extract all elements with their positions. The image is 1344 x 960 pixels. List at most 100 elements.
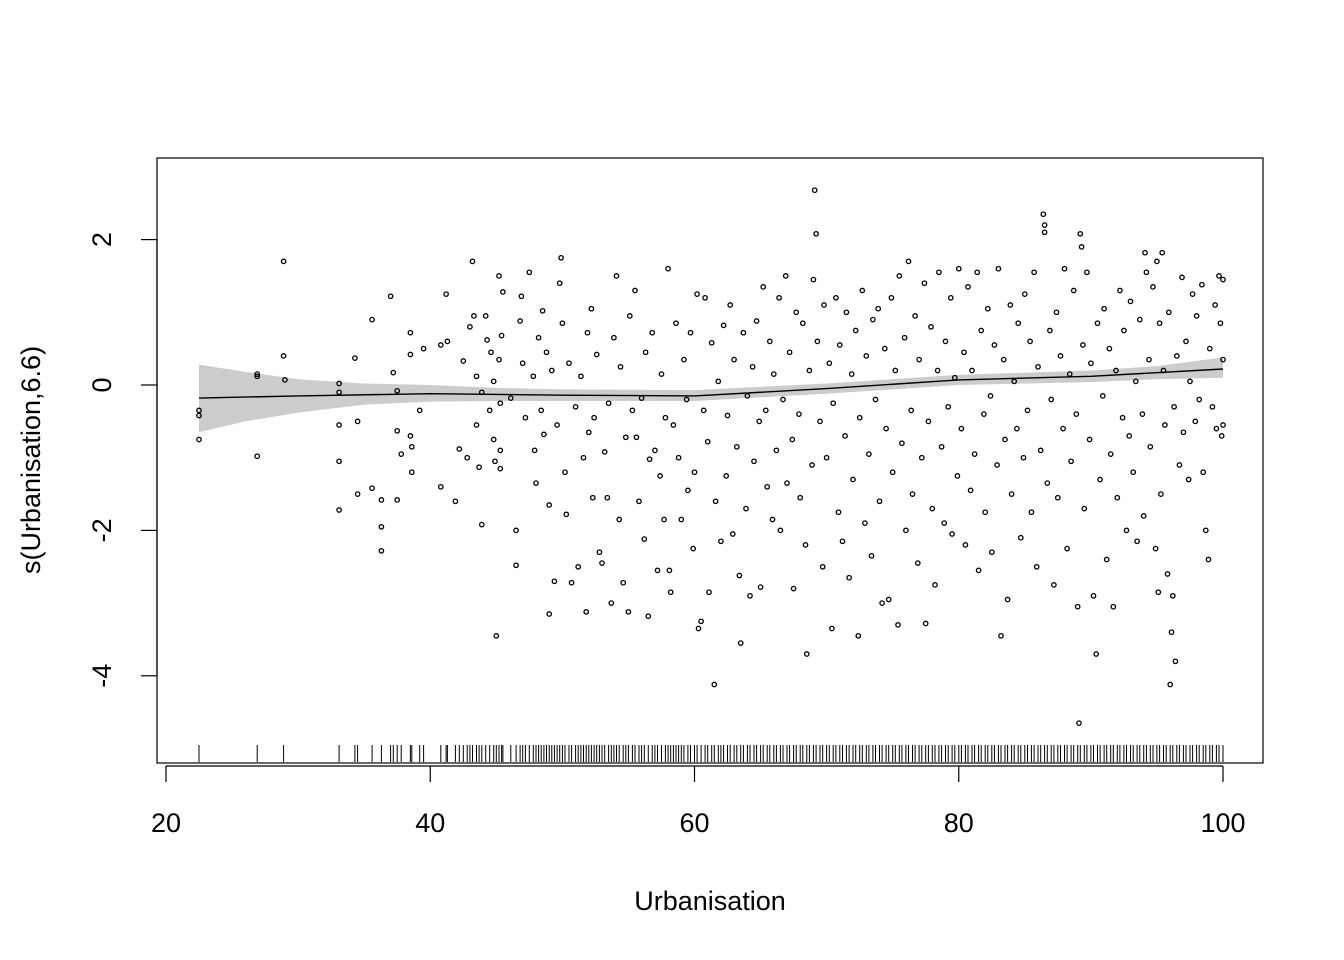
data-point: [1107, 451, 1114, 457]
data-point: [777, 527, 784, 534]
data-point: [723, 473, 730, 479]
data-point: [914, 560, 921, 566]
data-point: [720, 322, 727, 329]
x-tick-label: 60: [679, 808, 709, 838]
data-point: [583, 608, 590, 615]
data-point: [387, 293, 394, 300]
data-point: [1117, 287, 1123, 294]
data-point: [496, 356, 502, 363]
data-point: [866, 451, 872, 457]
data-point: [1183, 338, 1189, 345]
data-point: [1103, 556, 1110, 563]
data-point: [1020, 454, 1027, 461]
data-point: [1073, 411, 1080, 417]
data-point: [670, 422, 677, 428]
data-point: [991, 342, 998, 348]
data-point: [636, 498, 642, 505]
data-point: [1180, 429, 1187, 436]
data-point: [407, 351, 414, 358]
data-point: [1076, 720, 1082, 726]
data-point: [492, 458, 498, 465]
data-point: [998, 632, 1004, 639]
data-point: [578, 373, 584, 380]
data-point: [978, 327, 985, 334]
data-point: [843, 309, 850, 316]
data-point: [995, 265, 1002, 272]
data-point: [585, 429, 592, 436]
data-point: [1041, 222, 1048, 228]
data-point: [1152, 545, 1159, 552]
data-point: [780, 396, 786, 403]
data-point: [895, 622, 901, 628]
y-axis-label: s(Urbanisation,6.6): [16, 346, 46, 574]
data-point: [962, 542, 969, 548]
data-point: [675, 454, 682, 461]
data-point: [1209, 403, 1216, 410]
data-point: [1008, 491, 1015, 497]
data-point: [352, 355, 358, 361]
data-point: [593, 351, 600, 358]
data-point: [575, 563, 582, 570]
y-tick-label: -2: [87, 518, 117, 542]
data-point: [1014, 425, 1020, 432]
data-point: [1015, 320, 1022, 327]
data-point: [727, 302, 734, 308]
data-point: [488, 349, 494, 356]
data-point: [929, 505, 936, 512]
data-point: [617, 363, 624, 370]
data-point: [254, 371, 261, 377]
data-point: [601, 449, 608, 455]
data-point: [1189, 291, 1196, 297]
data-point: [1220, 356, 1226, 363]
data-point: [1216, 273, 1222, 279]
data-point: [1147, 443, 1154, 450]
data-point: [673, 320, 679, 327]
data-point: [551, 578, 558, 585]
data-point: [437, 342, 444, 348]
data-point: [981, 411, 987, 417]
data-point: [599, 560, 605, 566]
data-point: [642, 349, 649, 356]
data-point: [1064, 545, 1070, 552]
data-point: [1021, 291, 1028, 297]
data-point: [870, 316, 876, 323]
data-point: [559, 320, 566, 327]
data-point: [1078, 244, 1085, 250]
data-point: [1088, 360, 1094, 367]
data-point: [1070, 287, 1077, 294]
data-point: [1080, 342, 1086, 348]
data-point: [982, 509, 989, 516]
data-point: [1123, 527, 1130, 534]
data-point: [826, 360, 833, 367]
data-point: [588, 305, 595, 312]
data-point: [971, 451, 978, 457]
data-point: [625, 608, 632, 615]
data-point: [823, 454, 830, 461]
data-point: [662, 414, 669, 421]
data-point: [482, 313, 489, 319]
data-point: [530, 373, 537, 380]
data-point: [1212, 302, 1218, 308]
data-point: [796, 411, 802, 417]
data-point: [471, 313, 477, 319]
data-point: [1127, 298, 1134, 305]
data-point: [654, 567, 661, 574]
data-point: [756, 418, 763, 425]
data-point: [546, 502, 553, 508]
data-point: [420, 345, 427, 352]
data-point: [394, 427, 401, 434]
data-point: [1196, 396, 1203, 403]
data-point: [1134, 538, 1140, 545]
x-tick-label: 20: [151, 808, 181, 838]
data-point: [833, 294, 839, 301]
data-point: [786, 349, 793, 356]
data-point: [850, 476, 856, 483]
data-point: [784, 480, 790, 486]
data-point: [486, 407, 493, 414]
data-point: [856, 414, 863, 421]
data-point: [1041, 229, 1048, 236]
data-point: [681, 356, 687, 363]
data-point: [718, 538, 724, 545]
data-point: [584, 329, 591, 336]
data-point: [685, 487, 691, 494]
